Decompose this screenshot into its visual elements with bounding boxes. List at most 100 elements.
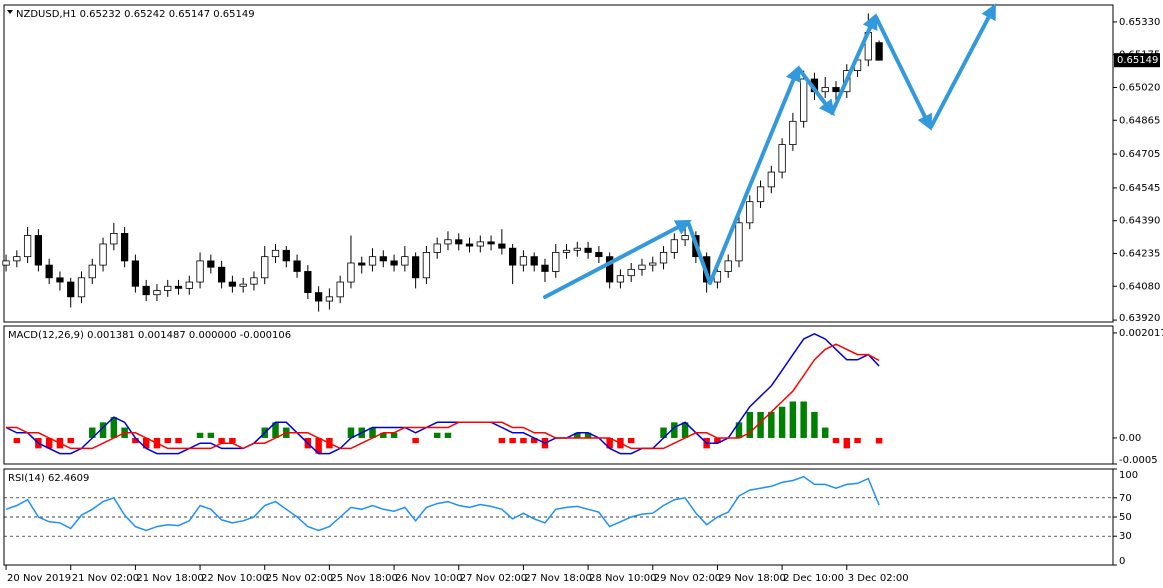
macd-histogram-bar — [778, 406, 786, 438]
macd-histogram-bar — [315, 437, 322, 454]
candle-body — [261, 256, 269, 279]
macd-histogram-bar — [45, 437, 53, 449]
macd-histogram-bar — [843, 437, 851, 449]
candle-body — [13, 256, 21, 262]
candle-body — [271, 249, 280, 258]
candle-body — [800, 78, 808, 122]
candle-body — [131, 260, 140, 287]
candle-body — [411, 256, 420, 279]
candle-body — [573, 247, 581, 251]
macd-histogram-bar — [735, 422, 743, 438]
macd-histogram-bar — [671, 422, 678, 438]
y-tick-label: 0 — [1119, 556, 1125, 567]
candle-body — [23, 235, 32, 258]
candle-body — [368, 256, 377, 266]
y-tick-label: 0.65330 — [1119, 17, 1160, 28]
macd-histogram-bar — [347, 427, 355, 438]
arrow — [543, 220, 692, 299]
macd-histogram-bar — [854, 437, 861, 444]
macd-histogram-bar — [800, 401, 807, 438]
x-tick-label: 2 Dec 10:00 — [783, 573, 844, 584]
macd-histogram-bar — [681, 422, 689, 438]
arrow — [797, 67, 835, 117]
candle-body — [509, 247, 517, 266]
candle-body — [174, 285, 183, 289]
candle-body — [314, 292, 323, 302]
candle-body — [99, 243, 107, 266]
macd-histogram-bar — [520, 437, 527, 444]
macd-histogram-bar — [584, 432, 592, 438]
candle-body — [455, 239, 463, 245]
candle-body — [185, 281, 193, 289]
candle-body — [142, 285, 150, 296]
macd-histogram-bar — [13, 437, 21, 444]
x-tick-label: 29 Nov 18:00 — [718, 573, 785, 584]
candle-body — [681, 235, 689, 241]
annotation-arrows — [543, 3, 996, 299]
candle-body — [616, 275, 625, 283]
candle-body — [336, 281, 344, 298]
macd-histogram-bar — [498, 437, 506, 444]
y-tick-label: 0.64865 — [1119, 115, 1160, 126]
y-tick-label: 50 — [1119, 512, 1132, 523]
candle-body — [659, 252, 668, 264]
candle-body — [724, 260, 732, 272]
x-tick-label: 26 Nov 10:00 — [395, 573, 462, 584]
arrow — [830, 13, 878, 115]
macd-histogram-bar — [627, 437, 635, 444]
macd-histogram-bar — [132, 437, 139, 444]
y-tick-label: 0.64705 — [1119, 149, 1160, 160]
macd-histogram-bar — [142, 437, 150, 449]
y-tick-label: 0.63920 — [1119, 313, 1160, 324]
macd-histogram-bar — [207, 432, 215, 438]
macd-histogram-bar — [832, 437, 840, 444]
candle-body — [88, 264, 96, 279]
y-tick-label: 30 — [1119, 531, 1132, 542]
candle-body — [34, 235, 43, 266]
y-tick-label: 0.65020 — [1119, 82, 1160, 93]
candle-body — [746, 201, 754, 224]
candle-body — [120, 232, 129, 262]
candle-body — [649, 262, 657, 266]
macd-histogram-bar — [768, 411, 775, 438]
macd-histogram-bar — [530, 437, 538, 444]
candle-body — [2, 260, 10, 266]
candle-body — [228, 281, 237, 287]
x-tick-label: 20 Nov 2019 — [7, 573, 71, 584]
candle-body — [390, 260, 398, 266]
candle-body — [379, 256, 387, 262]
macd-histogram-bar — [67, 437, 74, 444]
candle-body — [875, 42, 883, 61]
y-tick-label: 70 — [1119, 493, 1132, 504]
panel-title: RSI(14) 62.4609 — [8, 473, 89, 484]
y-tick-label: 0.002017 — [1119, 328, 1163, 339]
y-tick-label: 0.64390 — [1119, 216, 1160, 227]
y-tick-label: 0.64235 — [1119, 248, 1160, 259]
candle-body — [250, 277, 258, 285]
candle-body — [498, 243, 506, 249]
arrow — [874, 15, 932, 131]
candle-body — [519, 256, 528, 266]
panel-title: MACD(12,26,9) 0.001381 0.001487 0.000000… — [8, 330, 291, 341]
x-tick-label: 21 Nov 18:00 — [136, 573, 203, 584]
x-tick-label: 22 Nov 10:00 — [201, 573, 268, 584]
macd-histogram-bar — [110, 417, 118, 438]
candle-body — [627, 268, 635, 277]
candle-body — [444, 239, 452, 245]
candle-body — [756, 186, 765, 203]
indicator-line — [5, 475, 880, 532]
macd-histogram-bar — [272, 422, 279, 438]
y-tick-label: 0.00 — [1119, 433, 1141, 444]
candle-body — [767, 171, 775, 188]
x-tick-label: 3 Dec 02:00 — [848, 573, 909, 584]
macd-histogram-bar — [660, 427, 667, 438]
x-tick-label: 27 Nov 02:00 — [460, 573, 527, 584]
macd-histogram-bar — [875, 437, 883, 444]
current-price-box — [1114, 53, 1160, 68]
candle-body — [325, 296, 334, 302]
macd-histogram-bar — [175, 437, 182, 444]
macd-histogram-bar — [390, 432, 398, 438]
candle-body — [110, 232, 118, 245]
